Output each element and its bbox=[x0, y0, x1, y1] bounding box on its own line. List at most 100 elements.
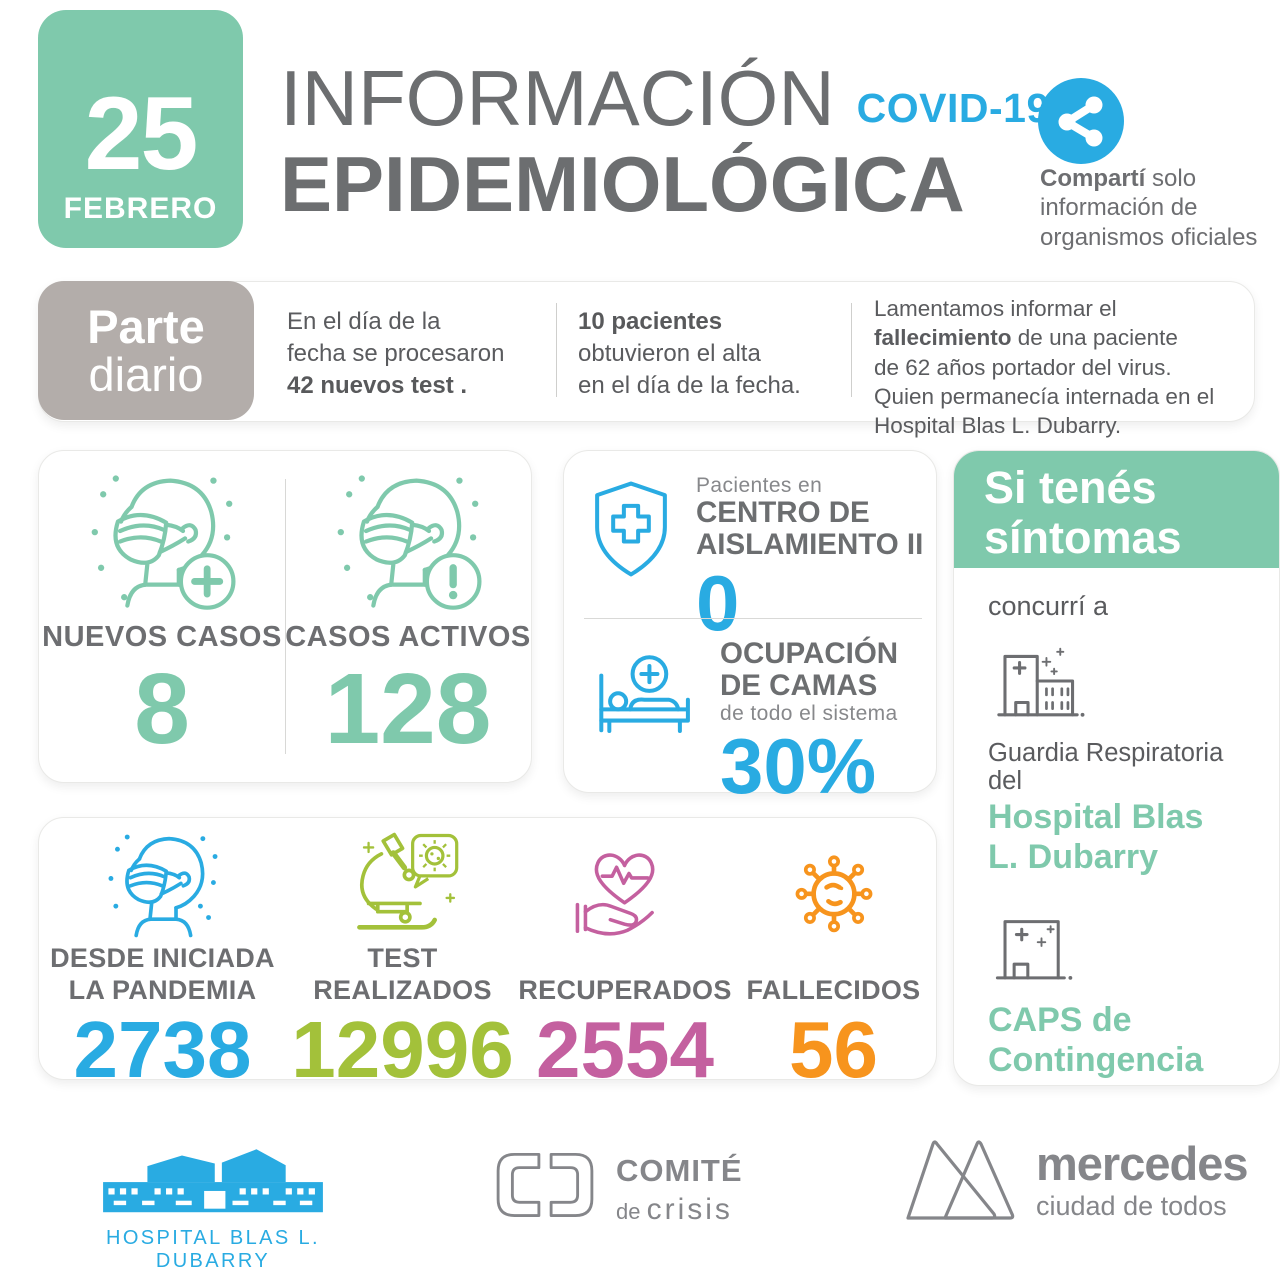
report-death-notice: Lamentamos informar el fallecimiento de … bbox=[874, 294, 1214, 440]
tests-total-label: TEST REALIZADOS bbox=[286, 942, 519, 1006]
death-line2-rest: de una paciente bbox=[1011, 325, 1178, 351]
pandemic-label-2: LA PANDEMIA bbox=[68, 974, 257, 1005]
comite-text: COMITÉ de crisis bbox=[616, 1153, 743, 1227]
comite-monogram-icon bbox=[492, 1150, 598, 1229]
symptoms-intro: concurrí a bbox=[988, 591, 1109, 621]
hospital-building-silhouette-icon bbox=[77, 1149, 349, 1218]
mercedes-m-icon bbox=[898, 1132, 1022, 1229]
symptoms-body: concurrí a bbox=[954, 568, 1279, 1085]
tests-total-value: 12996 bbox=[291, 1005, 514, 1094]
hospital-name-1: Hospital Blas bbox=[988, 797, 1204, 836]
symptoms-title-1: Si tenés bbox=[984, 462, 1157, 513]
recovered-label-1: RECUPERADOS bbox=[518, 974, 732, 1005]
beds-value: 30% bbox=[720, 721, 877, 810]
report-label-line1: Parte bbox=[87, 299, 205, 353]
beds-block: OCUPACIÓN DE CAMAS de todo el sistema 30… bbox=[564, 618, 936, 810]
shield-cross-icon bbox=[590, 475, 672, 618]
hospital-bed-icon bbox=[590, 638, 696, 799]
recovered-total-value: 2554 bbox=[536, 1005, 714, 1094]
caps-name: CAPS de Contingencia bbox=[988, 1000, 1259, 1080]
tests-label-1: TEST bbox=[367, 943, 438, 974]
hospital-name: Hospital Blas L. Dubarry bbox=[988, 797, 1259, 877]
mercedes-tagline: ciudad de todos bbox=[1036, 1190, 1227, 1221]
share-note-line3: organismos oficiales bbox=[1040, 223, 1258, 251]
masked-face-plus-icon bbox=[83, 475, 241, 618]
death-line4: Quien permanecía internada en el bbox=[874, 383, 1215, 409]
death-line3: de 62 años portador del virus. bbox=[874, 354, 1172, 380]
symptoms-panel: Si tenés síntomas concurrí a bbox=[953, 450, 1280, 1086]
share-icon bbox=[1038, 78, 1124, 164]
beds-text: OCUPACIÓN DE CAMAS de todo el sistema 30… bbox=[720, 637, 899, 810]
report-discharges-text: 10 pacientes obtuvieron el alta en el dí… bbox=[578, 306, 801, 402]
death-line2: fallecimiento de una paciente bbox=[874, 323, 1214, 352]
microscope-icon bbox=[286, 830, 519, 942]
report-label-line2: diario bbox=[88, 347, 204, 401]
pandemic-label-1: DESDE INICIADA bbox=[50, 943, 275, 974]
share-note-line1: Compartí solo bbox=[1040, 164, 1275, 193]
capacity-divider bbox=[584, 618, 922, 619]
virus-icon bbox=[731, 830, 936, 942]
pandemic-total-block: DESDE INICIADA LA PANDEMIA 2738 bbox=[39, 818, 286, 1090]
tests-line1: En el día de la bbox=[287, 308, 441, 335]
guardia-label: Guardia Respiratoria del bbox=[988, 738, 1224, 795]
share-note-rest: solo bbox=[1145, 165, 1197, 192]
caps-building-icon bbox=[988, 911, 1259, 992]
new-cases-block: NUEVOS CASOS 8 bbox=[39, 451, 285, 782]
title-epidemiologica: EPIDEMIOLÓGICA bbox=[280, 139, 965, 228]
deaths-total-label: FALLECIDOS bbox=[731, 942, 936, 1006]
deaths-total-block: FALLECIDOS 56 bbox=[731, 818, 936, 1090]
isolation-label-1: CENTRO DE bbox=[696, 496, 870, 530]
caps-name-2: Contingencia bbox=[988, 1041, 1204, 1080]
totals-card: DESDE INICIADA LA PANDEMIA 2738 bbox=[38, 817, 937, 1090]
cases-card: NUEVOS CASOS 8 bbox=[38, 450, 532, 783]
deaths-total-value: 56 bbox=[789, 1005, 878, 1094]
discharges-line2: obtuvieron el alta bbox=[578, 340, 761, 368]
tests-bold-line: 42 nuevos test . bbox=[287, 372, 468, 400]
covid-19-tag: COVID-19 bbox=[856, 84, 1050, 131]
comite-line2: de crisis bbox=[616, 1193, 743, 1227]
daily-report-label: Parte diario bbox=[38, 281, 254, 420]
isolation-text: Pacientes en CENTRO DE AISLAMIENTO II 0 bbox=[696, 474, 924, 642]
beds-small-label: de todo el sistema bbox=[720, 701, 898, 725]
report-divider-2 bbox=[851, 303, 852, 397]
isolation-label-2: AISLAMIENTO II bbox=[696, 528, 924, 562]
heart-hand-icon bbox=[519, 830, 731, 942]
pandemic-total-label: DESDE INICIADA LA PANDEMIA bbox=[39, 942, 286, 1006]
capacity-card: Pacientes en CENTRO DE AISLAMIENTO II 0 bbox=[563, 450, 937, 805]
symptoms-header: Si tenés síntomas bbox=[954, 451, 1279, 568]
discharges-line3: en el día de la fecha. bbox=[578, 372, 801, 400]
mercedes-text: mercedes ciudad de todos bbox=[1036, 1140, 1248, 1222]
masked-face-alert-icon bbox=[329, 475, 487, 618]
hospital-building-icon bbox=[988, 638, 1259, 729]
title-line-1: INFORMACIÓN COVID-19 bbox=[280, 54, 1050, 142]
isolation-small-label: Pacientes en bbox=[696, 474, 823, 497]
active-cases-label: CASOS ACTIVOS bbox=[285, 621, 531, 653]
comite-line1: COMITÉ bbox=[616, 1152, 743, 1188]
beds-label-2: DE CAMAS bbox=[720, 669, 878, 703]
report-divider-1 bbox=[556, 303, 557, 397]
date-day: 25 bbox=[84, 76, 199, 193]
hospital-logo-caption: HOSPITAL BLAS L. DUBARRY bbox=[105, 1227, 321, 1272]
recovered-total-label: RECUPERADOS bbox=[518, 942, 732, 1006]
cases-divider bbox=[285, 479, 286, 754]
recovered-total-block: RECUPERADOS 2554 bbox=[518, 818, 732, 1090]
symptoms-title-2: síntomas bbox=[984, 512, 1182, 564]
mercedes-name: mercedes bbox=[1036, 1136, 1248, 1190]
hospital-name-2: L. Dubarry bbox=[988, 837, 1159, 876]
beds-label-1: OCUPACIÓN bbox=[720, 637, 899, 670]
comite-de: de bbox=[616, 1198, 647, 1224]
title-informacion: INFORMACIÓN bbox=[280, 54, 835, 142]
share-note-line2: información de bbox=[1040, 194, 1198, 222]
mercedes-logo: mercedes ciudad de todos bbox=[898, 1132, 1248, 1229]
hospital-logo: HOSPITAL BLAS L. DUBARRY bbox=[70, 1136, 356, 1273]
death-line1: Lamentamos informar el bbox=[874, 296, 1117, 321]
page-title: INFORMACIÓN COVID-19 EPIDEMIOLÓGICA bbox=[280, 54, 1050, 228]
tests-line2: fecha se procesaron bbox=[287, 340, 505, 368]
new-cases-label: NUEVOS CASOS bbox=[42, 621, 282, 653]
share-note-bold: Compartí bbox=[1040, 165, 1146, 192]
tests-label-2: REALIZADOS bbox=[313, 974, 492, 1005]
comite-crisis: crisis bbox=[646, 1192, 733, 1226]
pandemic-total-value: 2738 bbox=[73, 1005, 252, 1094]
masked-face-blue-icon bbox=[39, 830, 286, 942]
